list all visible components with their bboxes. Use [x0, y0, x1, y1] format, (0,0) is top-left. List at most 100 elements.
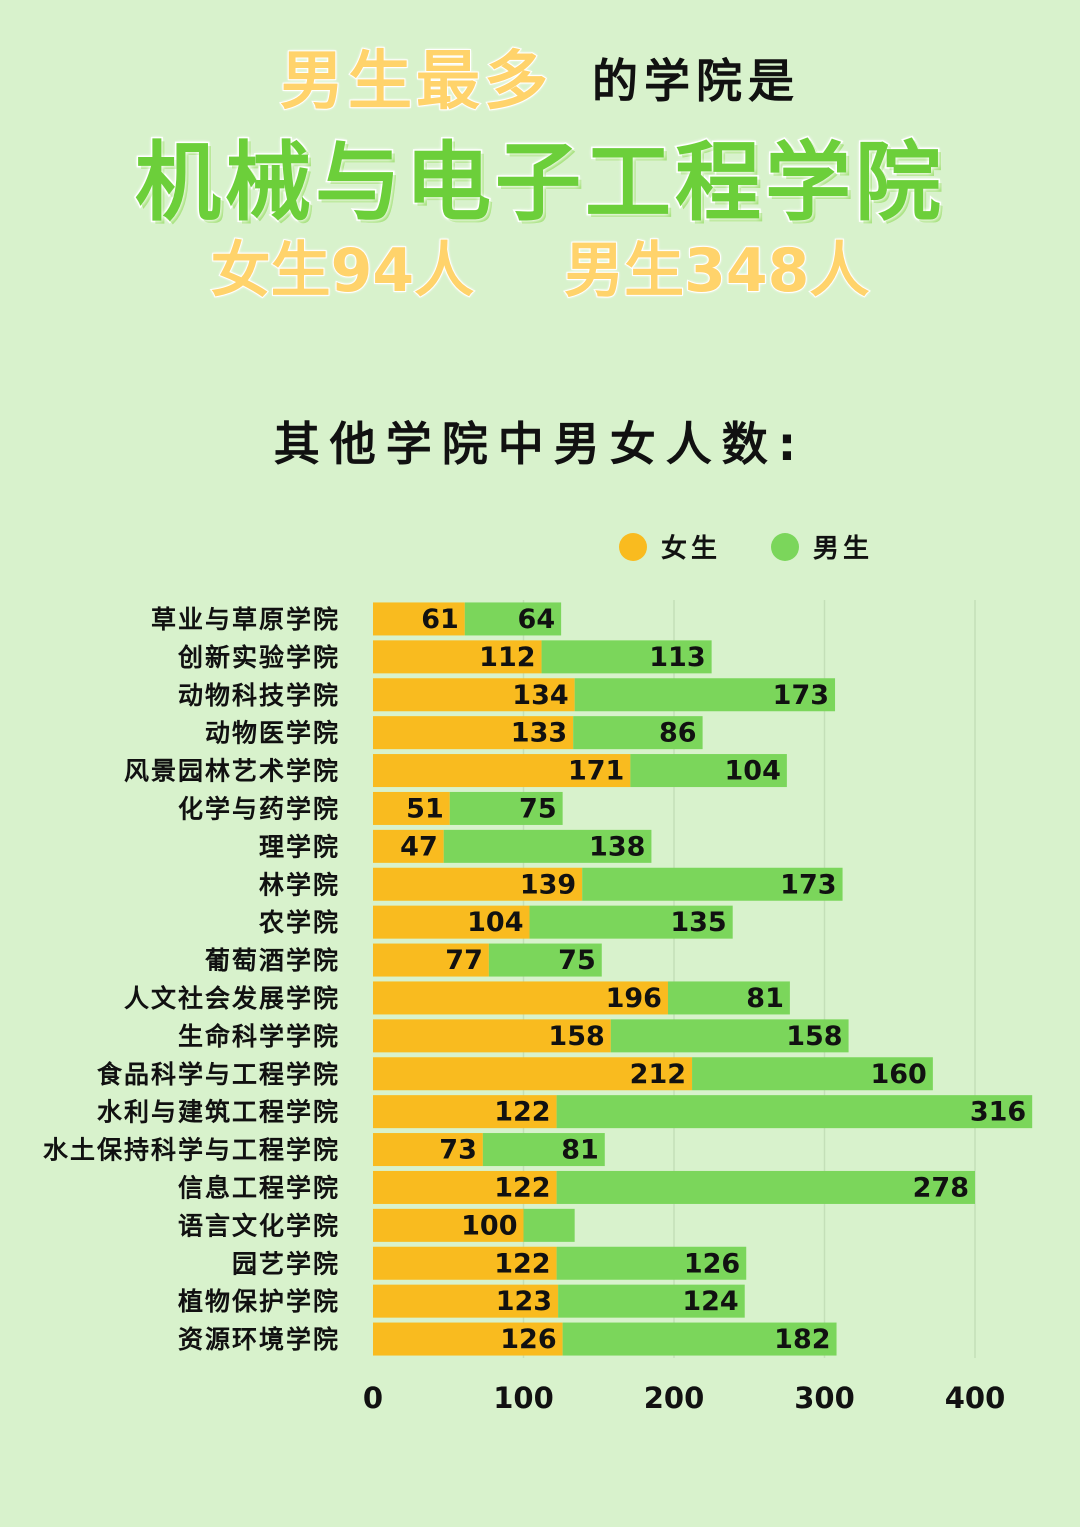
x-tick-label-0: 0	[363, 1381, 383, 1410]
bar-male-11	[610, 1019, 849, 1053]
value-label-female-9: 77	[445, 945, 483, 976]
x-tick-label-1: 100	[493, 1381, 554, 1410]
value-label-female-12: 212	[630, 1059, 686, 1090]
bar-female-7	[373, 867, 583, 901]
college-name: 机械与电子工程学院	[134, 132, 945, 235]
bar-male-4	[630, 754, 787, 788]
value-label-female-6: 47	[400, 831, 438, 862]
value-label-male-3: 86	[659, 718, 697, 749]
x-tick-label-2: 200	[644, 1381, 705, 1410]
value-label-female-17: 122	[494, 1248, 550, 1279]
value-label-male-10: 81	[746, 983, 784, 1014]
bar-male-19	[562, 1322, 837, 1356]
value-label-male-15: 278	[913, 1172, 969, 1203]
category-label-17: 园艺学院	[232, 1249, 340, 1278]
category-label-8: 农学院	[258, 908, 340, 937]
bar-female-15	[373, 1170, 557, 1204]
value-label-male-12: 160	[870, 1059, 926, 1090]
value-label-male-19: 182	[774, 1324, 830, 1355]
value-label-male-0: 64	[518, 604, 556, 635]
category-label-9: 葡萄酒学院	[204, 946, 340, 975]
bar-male-18	[558, 1284, 745, 1318]
category-label-1: 创新实验学院	[177, 643, 340, 672]
value-label-female-16: 100	[461, 1210, 517, 1241]
value-label-male-11: 158	[786, 1021, 842, 1052]
category-label-10: 人文社会发展学院	[124, 984, 340, 1013]
bar-female-5	[373, 791, 450, 825]
value-label-female-8: 104	[467, 907, 523, 938]
bar-female-10	[373, 981, 668, 1015]
bar-female-1	[373, 640, 542, 674]
bar-male-6	[443, 829, 652, 863]
value-label-female-4: 171	[568, 756, 624, 787]
category-label-14: 水土保持科学与工程学院	[43, 1136, 340, 1165]
value-label-male-9: 75	[558, 945, 596, 976]
bar-female-16	[373, 1208, 524, 1242]
category-label-18: 植物保护学院	[178, 1287, 340, 1316]
bar-male-8	[529, 905, 733, 939]
bar-female-14	[373, 1133, 483, 1167]
bar-male-16	[523, 1208, 575, 1242]
category-label-0: 草业与草原学院	[151, 605, 340, 634]
value-label-male-5: 75	[519, 793, 557, 824]
category-label-11: 生命科学学院	[178, 1022, 340, 1051]
bar-male-5	[449, 791, 563, 825]
value-label-female-19: 126	[500, 1324, 556, 1355]
bar-female-18	[373, 1284, 559, 1318]
value-label-male-1: 113	[649, 642, 705, 673]
bar-male-2	[574, 678, 836, 712]
headline-rest: 的学院是	[592, 54, 800, 108]
bar-male-12	[692, 1057, 933, 1091]
bar-male-3	[573, 716, 703, 750]
value-label-male-4: 104	[725, 756, 781, 787]
category-label-6: 理学院	[259, 832, 340, 861]
female-stat: 女生94人	[210, 235, 475, 307]
value-label-male-18: 124	[682, 1286, 738, 1317]
male-stat: 男生348人	[563, 235, 870, 307]
bar-male-17	[556, 1246, 747, 1280]
x-tick-label-3: 300	[794, 1381, 855, 1410]
value-label-female-3: 133	[511, 718, 567, 749]
bar-female-4	[373, 754, 631, 788]
bar-male-0	[464, 602, 562, 636]
legend-marker-1	[771, 533, 799, 561]
value-label-male-13: 316	[970, 1097, 1026, 1128]
bar-female-19	[373, 1322, 563, 1356]
bar-female-13	[373, 1095, 557, 1129]
bar-male-14	[482, 1133, 605, 1167]
value-label-male-6: 138	[589, 831, 645, 862]
value-label-female-14: 73	[439, 1135, 477, 1166]
value-label-female-2: 134	[512, 680, 568, 711]
category-label-5: 化学与药学院	[178, 794, 340, 823]
bar-female-9	[373, 943, 489, 977]
value-label-female-10: 196	[606, 983, 662, 1014]
value-label-male-14: 81	[561, 1135, 599, 1166]
value-label-male-17: 126	[684, 1248, 740, 1279]
value-label-female-1: 112	[479, 642, 535, 673]
category-label-2: 动物科技学院	[178, 681, 340, 710]
category-label-13: 水利与建筑工程学院	[97, 1098, 340, 1127]
value-label-female-11: 158	[548, 1021, 604, 1052]
bar-female-17	[373, 1246, 557, 1280]
category-label-15: 信息工程学院	[178, 1173, 340, 1202]
value-label-male-8: 135	[670, 907, 726, 938]
value-label-female-5: 51	[406, 793, 444, 824]
x-tick-label-4: 400	[945, 1381, 1006, 1410]
category-label-3: 动物医学院	[205, 719, 340, 748]
bar-female-2	[373, 678, 575, 712]
bar-male-13	[556, 1095, 1033, 1129]
category-label-7: 林学院	[259, 870, 340, 899]
legend-label-0: 女生	[661, 533, 721, 564]
headline-stats: 女生94人 男生348人	[0, 222, 1080, 309]
legend-label-1: 男生	[813, 534, 873, 564]
category-label-4: 风景园林艺术学院	[124, 757, 340, 786]
bar-male-7	[582, 867, 843, 901]
headline-top: 男生最多 的学院是	[0, 30, 1080, 122]
bar-male-9	[488, 943, 602, 977]
bar-female-12	[373, 1057, 693, 1091]
bar-female-8	[373, 905, 530, 939]
headline-highlight: 男生最多	[279, 44, 552, 120]
category-label-12: 食品科学与工程学院	[97, 1060, 340, 1089]
bar-male-15	[556, 1170, 975, 1204]
